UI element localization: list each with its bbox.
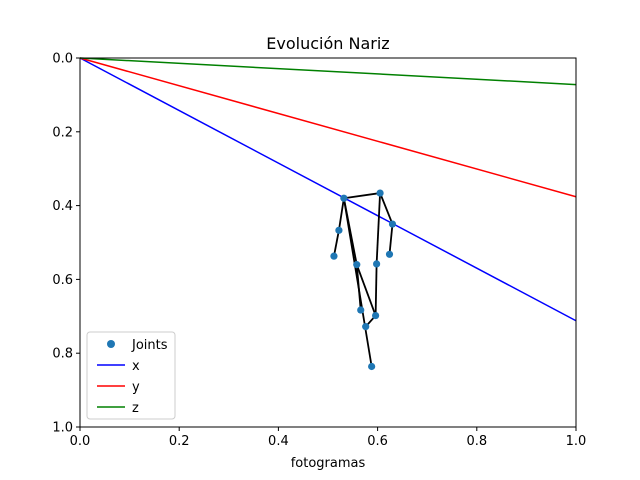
joint-point [385,250,394,258]
series-line-y [79,57,577,198]
series-layer [79,57,577,322]
joint-point [376,189,384,197]
y-tick-label: 0.4 [52,199,73,214]
joint-point [362,323,370,331]
joint-point [340,194,348,202]
x-tick-label: 0.4 [268,434,289,449]
x-tick-label: 0.2 [169,434,190,449]
joint-point [372,311,380,320]
joint-point [335,226,343,234]
legend-marker-joints [107,340,115,348]
series-line-x [79,57,577,322]
x-tick-label: 0.6 [367,434,388,449]
skeleton-segment [388,223,394,255]
y-tick-label: 0.6 [52,273,73,288]
x-tick-label: 0.8 [466,434,487,449]
joint-point [330,252,338,260]
joint-point [373,260,381,268]
skeleton-segment [375,193,381,264]
x-axis-label: fotogramas [291,456,366,471]
plot-frame [79,57,577,428]
skeleton-segment [342,198,373,367]
skeleton-layer [333,192,394,367]
skeleton-segment [333,230,340,257]
legend-label-y: y [132,380,140,395]
y-axis: 0.0 0.2 0.4 0.6 0.8 1.0 [52,52,80,436]
legend-label-z: z [132,401,139,416]
skeleton-segment [374,263,378,316]
y-tick-label: 0.0 [52,52,73,67]
chart-title: Evolución Nariz [266,34,389,53]
joint-point [388,220,397,228]
joint-point [357,306,365,314]
legend-label-x: x [132,359,140,374]
x-axis: 0.0 0.2 0.4 0.6 0.8 1.0 [70,427,587,449]
skeleton-segment [379,192,394,225]
legend-label-joints: Joints [131,338,168,353]
series-line-z [79,57,577,86]
skeleton-segment [338,198,345,231]
x-tick-label: 0.0 [70,434,91,449]
skeleton-segment [355,264,377,316]
y-tick-label: 0.2 [52,125,73,140]
legend: Joints x y z [86,331,176,420]
legend-box [86,331,176,420]
joint-point [368,362,376,371]
skeleton-segment [343,192,381,200]
x-tick-label: 1.0 [566,434,587,449]
joint-point [353,261,361,269]
y-tick-label: 0.8 [52,347,73,362]
y-tick-label: 1.0 [52,421,73,436]
joints-layer [330,189,397,371]
